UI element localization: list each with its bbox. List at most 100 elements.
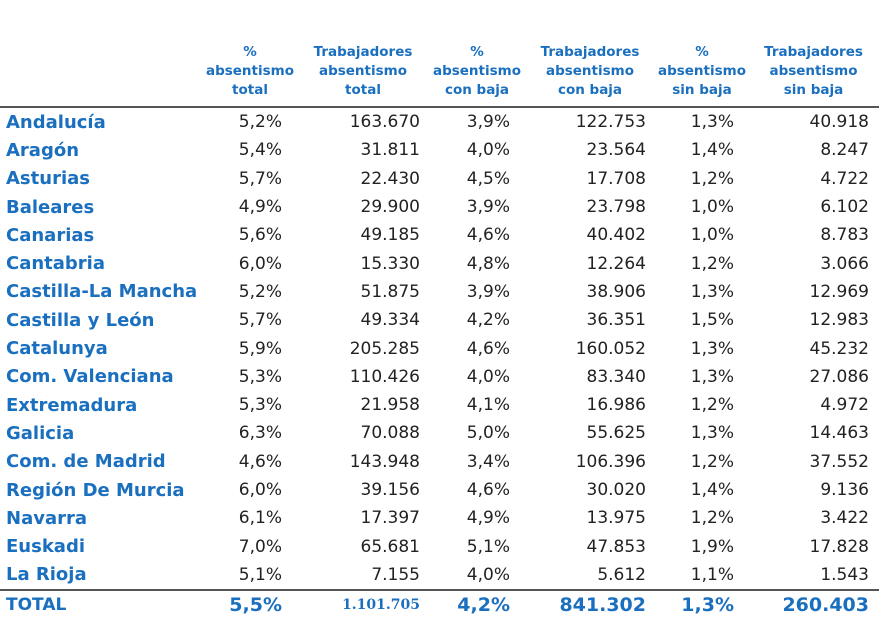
cell-workers-without-leave: 12.969 xyxy=(809,281,869,302)
cell-workers-without-leave: 8.783 xyxy=(820,225,869,246)
cell-pct-with-leave: 4,6% xyxy=(466,338,510,359)
cell-pct-total: 4,9% xyxy=(238,197,282,218)
cell-workers-without-leave: 45.232 xyxy=(809,338,869,359)
cell-workers-total: 17.397 xyxy=(360,508,420,529)
total-workers-with-leave: 841.302 xyxy=(524,589,656,618)
cell-pct-with-leave: 4,6% xyxy=(466,480,510,500)
cell-pct-with-leave: 4,0% xyxy=(466,366,510,387)
cell-workers-with-leave: 16.986 xyxy=(586,395,646,416)
header-line xyxy=(0,62,204,81)
header-line: Trabajadores xyxy=(764,44,863,60)
cell-pct-with-leave: 3,9% xyxy=(466,197,510,218)
cell-pct-total: 5,1% xyxy=(238,564,282,585)
header-line: absentismo xyxy=(205,63,295,79)
cell-workers-without-leave: 3.422 xyxy=(820,508,869,529)
cell-workers-total: 7.155 xyxy=(371,564,420,585)
cell-pct-total: 5,7% xyxy=(238,310,282,331)
cell-workers-with-leave: 38.906 xyxy=(586,281,646,302)
cell-pct-with-leave: 4,1% xyxy=(466,395,510,416)
table-row: Canarias 5,6% 49.185 4,6% 40.402 1,0% 8.783 xyxy=(0,221,879,249)
cell-pct-without-leave: 1,4% xyxy=(690,480,734,500)
cell-pct-total: 6,0% xyxy=(238,253,282,274)
cell-pct-without-leave: 1,2% xyxy=(690,508,734,529)
cell-workers-without-leave: 9.136 xyxy=(820,480,869,500)
cell-pct-without-leave: 1,1% xyxy=(690,564,734,585)
header-line: % xyxy=(470,44,484,60)
cell-pct-with-leave: 4,6% xyxy=(466,225,510,246)
cell-workers-with-leave: 40.402 xyxy=(586,225,646,246)
cell-workers-without-leave: 6.102 xyxy=(820,197,869,218)
cell-pct-total: 5,7% xyxy=(238,168,282,189)
column-header-pct-without-leave: % absentismo sin baja xyxy=(656,0,748,108)
cell-region-name: Euskadi xyxy=(6,536,85,558)
cell-pct-without-leave: 1,3% xyxy=(690,338,734,359)
cell-workers-with-leave: 122.753 xyxy=(575,112,646,133)
cell-workers-total: 39.156 xyxy=(360,480,420,500)
cell-region-name: Com. Valenciana xyxy=(6,366,174,388)
cell-workers-with-leave: 17.708 xyxy=(586,168,646,189)
cell-pct-total: 7,0% xyxy=(238,536,282,557)
cell-workers-with-leave: 106.396 xyxy=(575,451,646,472)
cell-pct-with-leave: 5,0% xyxy=(466,423,510,444)
cell-region-name: Canarias xyxy=(6,224,95,246)
cell-pct-without-leave: 1,0% xyxy=(690,197,734,218)
table-row: La Rioja 5,1% 7.155 4,0% 5.612 1,1% 1.543 xyxy=(0,561,879,590)
cell-workers-without-leave: 4.722 xyxy=(820,168,869,189)
cell-workers-total: 70.088 xyxy=(360,423,420,444)
cell-workers-total: 205.285 xyxy=(349,338,420,359)
cell-pct-without-leave: 1,2% xyxy=(690,168,734,189)
cell-workers-with-leave: 160.052 xyxy=(575,338,646,359)
header-line xyxy=(0,43,204,62)
cell-pct-total: 6,0% xyxy=(238,480,282,500)
cell-workers-with-leave: 30.020 xyxy=(586,480,646,500)
column-header-pct-with-leave: % absentismo con baja xyxy=(430,0,524,108)
cell-region-name: Asturias xyxy=(6,168,90,190)
cell-pct-with-leave: 4,9% xyxy=(466,508,510,529)
cell-workers-total: 110.426 xyxy=(349,366,420,387)
total-pct-without-leave: 1,3% xyxy=(656,589,748,618)
cell-workers-with-leave: 5.612 xyxy=(597,564,646,585)
cell-workers-total: 29.900 xyxy=(360,197,420,218)
column-header-workers-total: Trabajadores absentismo total xyxy=(296,0,430,108)
header-line: absentismo xyxy=(318,63,408,79)
cell-region-name: Andalucía xyxy=(6,111,106,133)
cell-workers-with-leave: 23.564 xyxy=(586,140,646,161)
cell-pct-with-leave: 3,9% xyxy=(466,112,510,133)
table-row: Extremadura 5,3% 21.958 4,1% 16.986 1,2% 4.972 xyxy=(0,391,879,419)
header-row: % absentismo total Trabajadores absentismo to… xyxy=(0,0,879,108)
cell-workers-without-leave: 40.918 xyxy=(809,112,869,133)
header-line: total xyxy=(345,82,381,98)
cell-workers-total: 163.670 xyxy=(349,112,420,133)
header-line: con baja xyxy=(557,82,623,98)
total-row: TOTAL 5,5% 1.101.705 4,2% 841.302 1,3% 260.403 xyxy=(0,589,879,618)
cell-region-name: Navarra xyxy=(6,507,87,529)
total-pct-with-leave: 4,2% xyxy=(430,589,524,618)
table-row: Baleares 4,9% 29.900 3,9% 23.798 1,0% 6.102 xyxy=(0,193,879,221)
cell-region-name: Cantabria xyxy=(6,253,105,275)
cell-workers-without-leave: 17.828 xyxy=(809,536,869,557)
cell-workers-without-leave: 14.463 xyxy=(809,423,869,444)
cell-region-name: Baleares xyxy=(6,196,95,218)
cell-pct-without-leave: 1,2% xyxy=(690,451,734,472)
cell-pct-without-leave: 1,0% xyxy=(690,225,734,246)
table-row: Andalucía 5,2% 163.670 3,9% 122.753 1,3% 40.91… xyxy=(0,107,879,136)
cell-workers-total: 31.811 xyxy=(360,140,420,161)
cell-pct-with-leave: 5,1% xyxy=(466,536,510,557)
cell-region-name: La Rioja xyxy=(6,564,87,586)
header-line: absentismo xyxy=(657,63,747,79)
total-workers-without-leave: 260.403 xyxy=(748,589,879,618)
cell-workers-with-leave: 12.264 xyxy=(586,253,646,274)
header-line: absentismo xyxy=(769,63,858,79)
cell-region-name: Com. de Madrid xyxy=(6,451,166,473)
cell-pct-total: 5,2% xyxy=(238,281,282,302)
column-header-workers-with-leave: Trabajadores absentismo con baja xyxy=(524,0,656,108)
table-row: Catalunya 5,9% 205.285 4,6% 160.052 1,3% 45.23… xyxy=(0,334,879,362)
cell-pct-without-leave: 1,3% xyxy=(690,423,734,444)
header-line: absentismo xyxy=(545,63,635,79)
cell-pct-total: 5,4% xyxy=(238,140,282,161)
header-line: absentismo xyxy=(432,63,522,79)
cell-pct-without-leave: 1,3% xyxy=(690,281,734,302)
table-row: Cantabria 6,0% 15.330 4,8% 12.264 1,2% 3.066 xyxy=(0,249,879,277)
cell-workers-without-leave: 37.552 xyxy=(809,451,869,472)
column-header-workers-without-leave: Trabajadores absentismo sin baja xyxy=(748,0,879,108)
